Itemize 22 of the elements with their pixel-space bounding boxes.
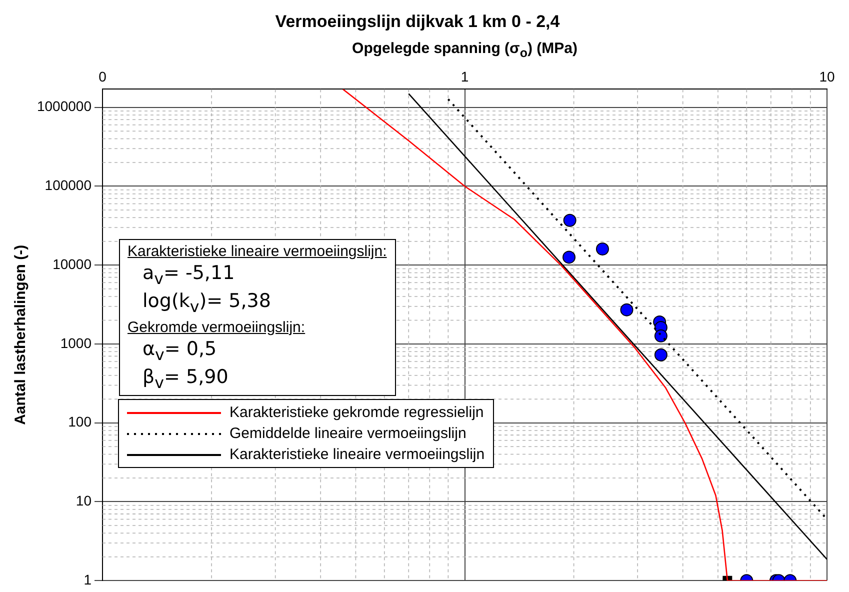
- y-axis-title: Aantal lastherhalingen (-): [12, 244, 30, 425]
- y-tick-label: 10: [76, 492, 92, 509]
- y-tick-label: 100: [68, 414, 92, 430]
- legend-label: Karakteristieke lineaire vermoeiingslijn: [230, 446, 485, 464]
- y-tick-label: 1000000: [36, 98, 92, 114]
- x-tick-label: 1: [460, 68, 469, 85]
- y-tick-label: 1000: [60, 334, 92, 351]
- annotation: a$_{v}$= -5,11: [142, 262, 236, 290]
- annotation: Karakteristieke lineaire vermoeiingslijn:: [128, 242, 387, 262]
- x-axis-title: Opgelegde spanning (σ$_{o}$) (MPa): [351, 40, 578, 60]
- y-tick-label: 100000: [44, 177, 92, 194]
- y-tick-label: 10000: [52, 256, 92, 272]
- y-tick-label: 1: [84, 571, 92, 588]
- annotation: α$_{v}$= 0,5: [142, 338, 218, 366]
- annotation: log(k$_{v}$)= 5,38: [142, 290, 272, 318]
- chart-title: Vermoeiingslijn dijkvak 1 km 0 - 2,4: [275, 12, 560, 31]
- legend-label: Karakteristieke gekromde regressielijn: [230, 404, 484, 422]
- x-tick-label: 10: [819, 68, 835, 85]
- legend-label: Gemiddelde lineaire vermoeiingslijn: [230, 425, 466, 442]
- x-tick-label: 0: [98, 68, 107, 85]
- annotation: Gekromde vermoeiingslijn:: [128, 318, 306, 338]
- annotation: β$_{v}$= 5,90: [142, 366, 230, 394]
